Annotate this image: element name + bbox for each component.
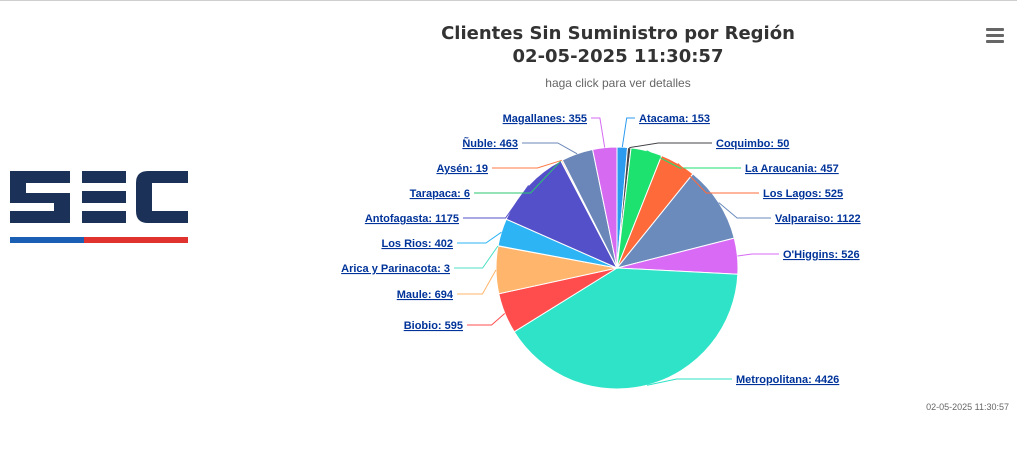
chart-title-line2: 02-05-2025 11:30:57 — [512, 46, 724, 67]
connector-metropolitana — [646, 378, 732, 386]
data-label-tarapaca[interactable]: Tarapaca: 6 — [410, 188, 470, 200]
connector-coquimbo — [629, 142, 712, 149]
data-label-antofagasta[interactable]: Antofagasta: 1175 — [365, 213, 459, 225]
pie-slice-magallanes[interactable] — [591, 146, 618, 269]
connector-valparaiso — [718, 202, 771, 219]
data-label-arica-y-parinacota[interactable]: Arica y Parinacota: 3 — [341, 263, 450, 275]
data-label-biobio[interactable]: Biobio: 595 — [404, 320, 463, 332]
connector-los-rios — [457, 231, 502, 244]
connector-arica-y-parinacota — [454, 245, 499, 269]
data-label-la-araucania[interactable]: La Araucania: 457 — [745, 163, 839, 175]
connector-tarapaca — [474, 160, 562, 194]
connector-la-araucania — [646, 150, 741, 169]
chart-timestamp: 02-05-2025 11:30:57 — [926, 402, 1009, 412]
chart-subtitle: haga click para ver detalles — [545, 76, 691, 90]
data-label-aysen[interactable]: Aysén: 19 — [436, 163, 488, 175]
connector-o-higgins — [737, 253, 779, 257]
connector-nuble — [522, 142, 578, 155]
data-label-los-rios[interactable]: Los Rios: 402 — [381, 238, 453, 250]
chart-title-line1: Clientes Sin Suministro por Región — [441, 23, 795, 44]
connector-los-lagos — [677, 163, 759, 194]
data-label-magallanes[interactable]: Magallanes: 355 — [503, 113, 587, 125]
data-label-valparaiso[interactable]: Valparaiso: 1122 — [775, 213, 861, 225]
data-label-atacama[interactable]: Atacama: 153 — [639, 113, 710, 125]
chart-title: Clientes Sin Suministro por Región 02-05… — [418, 22, 818, 68]
data-label-coquimbo[interactable]: Coquimbo: 50 — [716, 138, 789, 150]
sec-logo — [10, 171, 188, 243]
data-label-nuble[interactable]: Ñuble: 463 — [462, 137, 518, 150]
data-label-maule[interactable]: Maule: 694 — [397, 289, 454, 301]
connector-biobio — [467, 313, 506, 326]
data-label-o-higgins[interactable]: O'Higgins: 526 — [783, 249, 860, 261]
connector-aysen — [492, 159, 562, 169]
hamburger-menu-icon[interactable] — [984, 26, 1006, 44]
connector-maule — [457, 269, 497, 295]
connector-magallanes — [591, 117, 606, 148]
top-rule — [0, 0, 1017, 1]
data-label-metropolitana[interactable]: Metropolitana: 4426 — [736, 374, 839, 386]
data-label-los-lagos[interactable]: Los Lagos: 525 — [763, 188, 843, 200]
connector-antofagasta — [463, 185, 530, 219]
connector-atacama — [621, 117, 635, 148]
